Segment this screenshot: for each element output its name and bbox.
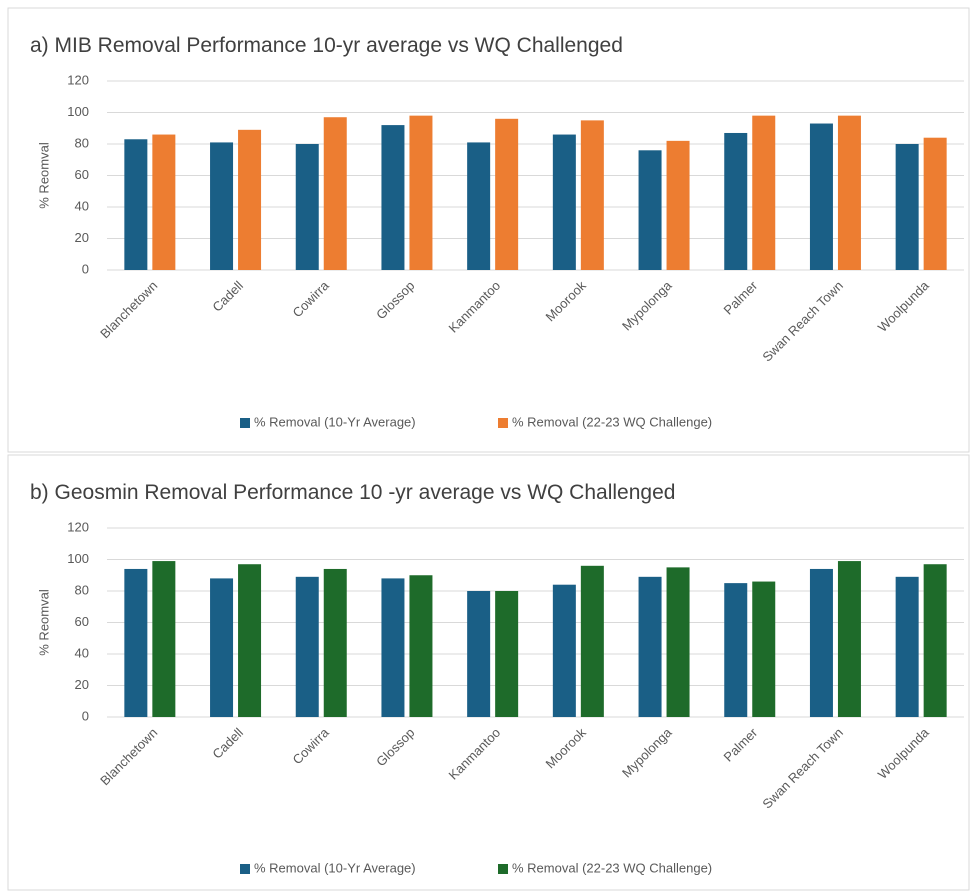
legend-swatch	[498, 418, 508, 428]
legend-swatch	[240, 418, 250, 428]
y-tick-label: 80	[75, 135, 89, 150]
bar	[895, 144, 919, 270]
y-tick-label: 0	[82, 261, 89, 276]
bar	[666, 567, 690, 717]
y-tick-label: 20	[75, 677, 89, 692]
bar	[495, 118, 519, 270]
y-tick-label: 60	[75, 614, 89, 629]
y-tick-label: 20	[75, 230, 89, 245]
bar	[923, 564, 947, 717]
bar	[238, 564, 262, 717]
bar	[467, 142, 491, 270]
bar	[323, 117, 347, 270]
bar	[923, 137, 947, 270]
legend-swatch	[240, 864, 250, 874]
bar	[580, 120, 604, 270]
bar	[295, 144, 319, 270]
y-tick-label: 80	[75, 582, 89, 597]
bar	[752, 115, 776, 271]
bar	[666, 140, 690, 270]
bar	[837, 561, 861, 717]
bar	[124, 568, 148, 717]
bar	[323, 568, 347, 717]
y-tick-label: 0	[82, 708, 89, 723]
y-tick-label: 120	[67, 72, 89, 87]
bar	[467, 591, 491, 717]
legend-swatch	[498, 864, 508, 874]
bar	[409, 115, 433, 271]
legend-label: % Removal (10-Yr Average)	[254, 860, 416, 875]
bar	[724, 132, 748, 270]
bar	[638, 150, 662, 270]
y-axis-label: % Reomval	[36, 142, 51, 209]
bar	[552, 134, 576, 270]
bar	[210, 142, 234, 270]
bar	[210, 578, 234, 717]
legend-label: % Removal (10-Yr Average)	[254, 414, 416, 429]
y-axis-label: % Reomval	[36, 589, 51, 656]
chart-title: b) Geosmin Removal Performance 10 -yr av…	[30, 481, 675, 504]
bar	[895, 576, 919, 717]
y-tick-label: 40	[75, 198, 89, 213]
bar	[124, 139, 148, 270]
bar	[837, 115, 861, 271]
bar	[809, 568, 833, 717]
bar	[580, 565, 604, 717]
bar	[552, 584, 576, 717]
legend-label: % Removal (22-23 WQ Challenge)	[512, 414, 712, 429]
bar	[381, 125, 405, 270]
bar	[809, 123, 833, 271]
y-tick-label: 100	[67, 104, 89, 119]
bar	[638, 576, 662, 717]
bar	[295, 576, 319, 717]
bar	[495, 591, 519, 717]
bar	[409, 575, 433, 717]
y-tick-label: 120	[67, 519, 89, 534]
bar	[238, 129, 262, 270]
bar	[152, 134, 176, 270]
y-tick-label: 60	[75, 167, 89, 182]
legend-label: % Removal (22-23 WQ Challenge)	[512, 860, 712, 875]
chart-title: a) MIB Removal Performance 10-yr average…	[30, 34, 623, 57]
bar	[152, 561, 176, 717]
bar	[752, 581, 776, 717]
bar	[724, 583, 748, 717]
bar	[381, 578, 405, 717]
y-tick-label: 100	[67, 551, 89, 566]
y-tick-label: 40	[75, 645, 89, 660]
